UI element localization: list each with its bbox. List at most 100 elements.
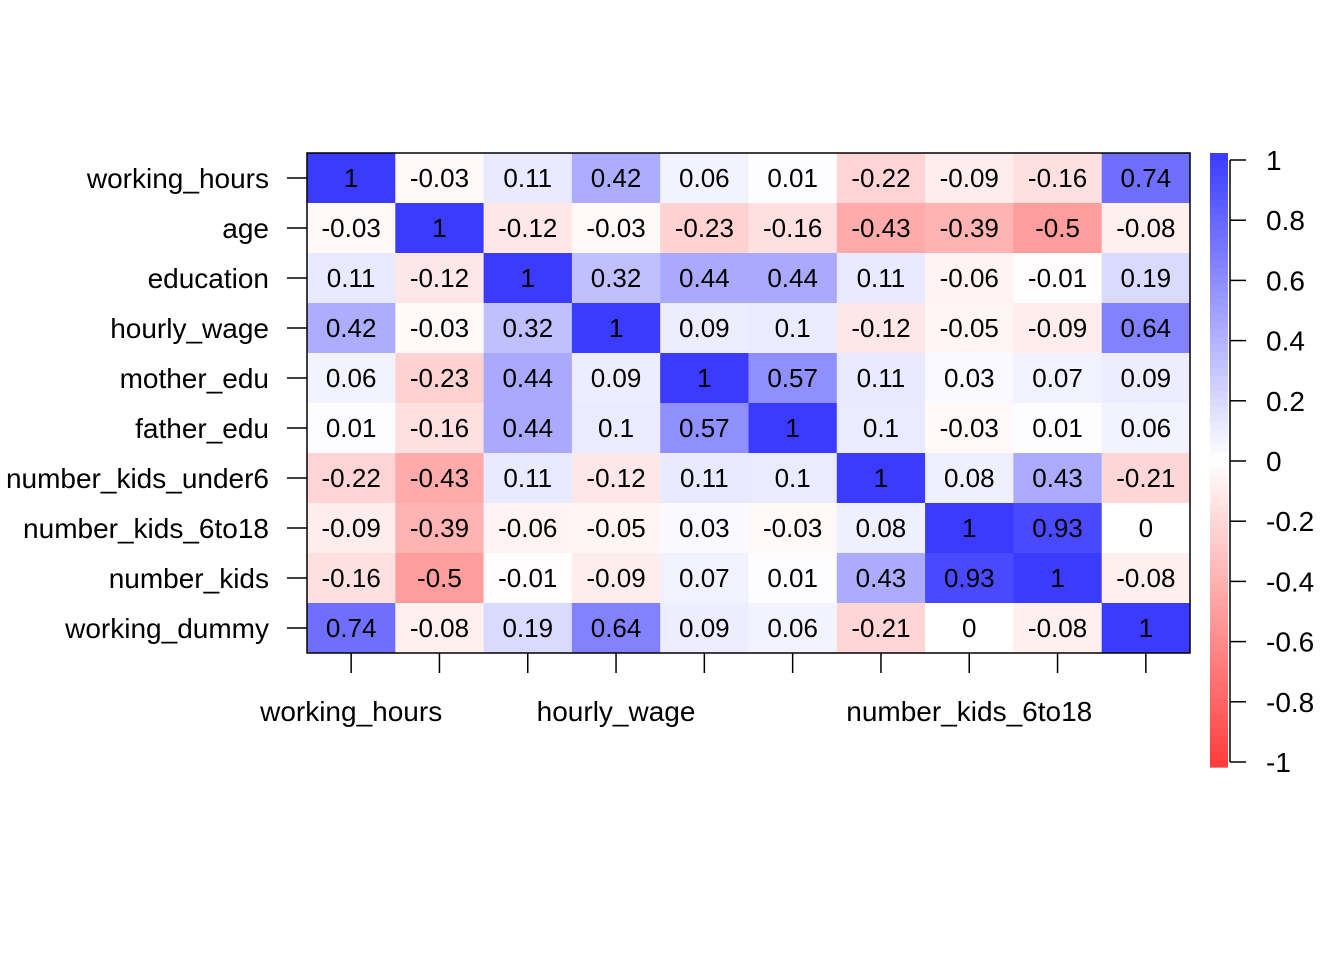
color-legend-swatch — [1210, 674, 1228, 684]
cell-value-label: 0.32 — [502, 313, 553, 343]
color-legend-swatch — [1210, 544, 1228, 553]
heatmap-cell — [395, 553, 485, 604]
color-legend-swatch — [1210, 160, 1228, 169]
heatmap-cell — [748, 403, 838, 454]
cell-value-label: 1 — [1139, 613, 1153, 643]
color-legend-swatch — [1210, 559, 1228, 569]
color-legend-swatch — [1210, 728, 1228, 737]
y-tick-label: age — [222, 213, 269, 244]
heatmap-cell — [1013, 153, 1103, 204]
color-legend-swatch — [1210, 513, 1228, 522]
heatmap-cell — [483, 303, 573, 354]
cell-value-label: -0.08 — [1028, 613, 1087, 643]
heatmap-cell — [748, 353, 838, 404]
color-legend-swatch — [1210, 191, 1228, 200]
cell-value-label: -0.16 — [410, 413, 469, 443]
heatmap-cell — [748, 453, 838, 504]
heatmap-cell — [307, 503, 396, 554]
color-legend-swatch — [1210, 605, 1228, 615]
color-legend-swatch — [1210, 314, 1228, 323]
color-legend-swatch — [1210, 613, 1228, 622]
color-legend-swatch — [1210, 567, 1228, 576]
cell-value-label: -0.06 — [940, 263, 999, 293]
x-tick-label: working_hours — [259, 696, 442, 727]
cell-value-label: 0.64 — [1121, 313, 1172, 343]
color-legend-tick-label: -0.4 — [1266, 566, 1314, 597]
color-legend-swatch — [1210, 575, 1228, 584]
cell-value-label: 0.44 — [502, 413, 553, 443]
heatmap-cells — [307, 153, 1191, 654]
cell-value-label: -0.39 — [940, 213, 999, 243]
color-legend-swatch — [1210, 268, 1228, 277]
cell-value-labels: 1 -0.03 0.11 0.42 0.06 0.01 -0.22 -0.09 -0.16 0.7… — [322, 163, 1176, 643]
color-legend-swatch — [1210, 713, 1228, 722]
color-legend-swatch — [1210, 275, 1228, 285]
heatmap-cell — [307, 453, 396, 504]
color-legend-tick-label: 0.8 — [1266, 205, 1305, 236]
color-legend-swatch — [1210, 383, 1228, 392]
color-legend-swatch — [1210, 337, 1228, 346]
heatmap-cell — [1013, 503, 1103, 554]
cell-value-label: -0.12 — [586, 463, 645, 493]
cell-value-label: -0.08 — [1116, 213, 1175, 243]
cell-value-label: 0.1 — [775, 463, 811, 493]
color-legend-swatch — [1210, 621, 1228, 630]
heatmap-cell — [1101, 503, 1191, 554]
heatmap-cell — [748, 553, 838, 604]
cell-value-label: 0.03 — [944, 363, 995, 393]
color-legend-swatch — [1210, 298, 1228, 308]
color-legend-tick-label: -0.8 — [1266, 687, 1314, 718]
color-legend-swatch — [1210, 321, 1228, 331]
color-legend-tick-label: -0.6 — [1266, 627, 1314, 658]
color-legend-tick-label: 0 — [1266, 446, 1282, 477]
cell-value-label: 0.08 — [856, 513, 907, 543]
cell-value-label: 1 — [1050, 563, 1064, 593]
cell-value-label: 1 — [521, 263, 535, 293]
cell-value-label: 0.08 — [944, 463, 995, 493]
heatmap-cell — [836, 303, 926, 354]
cell-value-label: -0.23 — [410, 363, 469, 393]
cell-value-label: -0.21 — [851, 613, 910, 643]
cell-value-label: 0.93 — [1032, 513, 1083, 543]
heatmap-cell — [1101, 203, 1191, 254]
heatmap-cell — [1101, 153, 1191, 204]
cell-value-label: 0 — [1139, 513, 1153, 543]
cell-value-label: 0.11 — [503, 163, 552, 193]
cell-value-label: 0.43 — [856, 563, 907, 593]
heatmap-cell — [748, 603, 838, 654]
cell-value-label: 0.01 — [326, 413, 377, 443]
heatmap-cell — [395, 203, 485, 254]
cell-value-label: -0.01 — [1028, 263, 1087, 293]
heatmap-cell — [660, 153, 749, 204]
cell-value-label: 1 — [344, 163, 358, 193]
cell-value-label: -0.03 — [940, 413, 999, 443]
heatmap-cell — [571, 503, 661, 554]
heatmap-cell — [307, 353, 396, 404]
cell-value-label: 1 — [697, 363, 711, 393]
cell-value-label: -0.21 — [1116, 463, 1175, 493]
heatmap-cell — [1101, 353, 1191, 404]
heatmap-cell — [660, 453, 749, 504]
heatmap-cell — [395, 303, 485, 354]
heatmap-cell — [925, 553, 1014, 604]
color-legend-swatch — [1210, 436, 1228, 446]
heatmap-cell — [1101, 453, 1191, 504]
cell-value-label: 0.01 — [767, 563, 818, 593]
color-legend-swatch — [1210, 460, 1228, 469]
heatmap-cell — [307, 153, 396, 204]
heatmap-cell — [925, 503, 1014, 554]
x-tick-label: hourly_wage — [537, 696, 696, 727]
heatmap-cell — [571, 303, 661, 354]
cell-value-label: 1 — [962, 513, 976, 543]
heatmap-cell — [395, 403, 485, 454]
cell-value-label: -0.5 — [417, 563, 462, 593]
color-legend-swatch — [1210, 644, 1228, 653]
cell-value-label: 0.1 — [775, 313, 811, 343]
cell-value-label: 0.01 — [767, 163, 818, 193]
color-legend-swatch — [1210, 483, 1228, 492]
cell-value-label: -0.16 — [1028, 163, 1087, 193]
cell-value-label: 0.42 — [326, 313, 377, 343]
color-legend-swatch — [1210, 168, 1228, 177]
heatmap-cell — [925, 453, 1014, 504]
cell-value-label: -0.12 — [851, 313, 910, 343]
